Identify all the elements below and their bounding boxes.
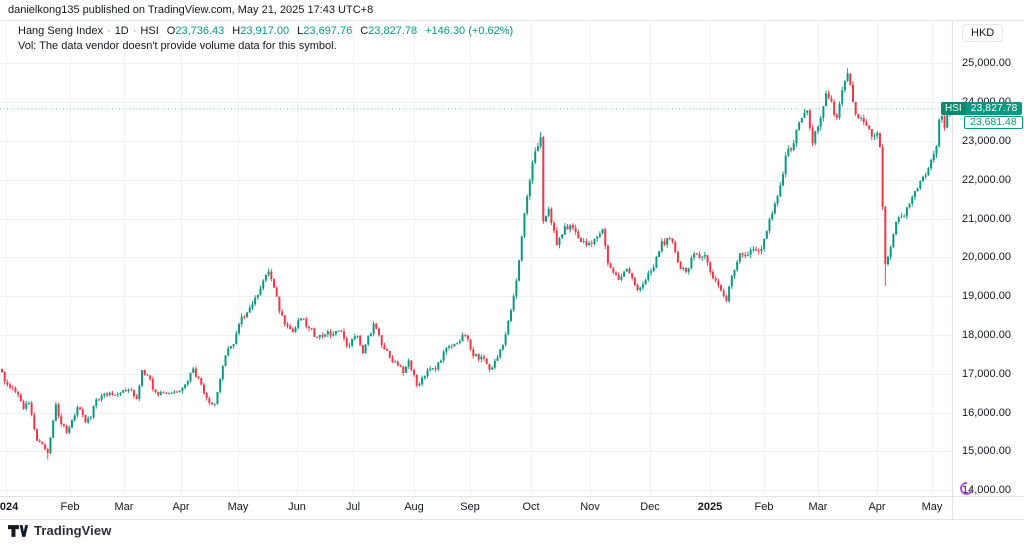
legend-ohlc-row: Hang Seng Index · 1D · HSI O23,736.43 H23,917.…: [18, 24, 513, 39]
price-tick-label: 19,000.00: [962, 290, 1011, 303]
chart-legend: Hang Seng Index · 1D · HSI O23,736.43 H23,917.…: [18, 24, 513, 54]
time-tick-label: 2024: [0, 501, 19, 513]
time-tick-label: Jun: [288, 501, 306, 513]
price-scale-divider: [952, 20, 953, 519]
last-price-badge: HSI 23,827.78: [941, 102, 1023, 115]
chart-plot-area[interactable]: [0, 20, 952, 496]
ticker-label[interactable]: HSI: [140, 25, 159, 37]
open-label: O: [166, 25, 176, 37]
high-label: H: [232, 25, 241, 37]
time-tick-label: May: [227, 501, 249, 513]
close-label: C: [360, 25, 369, 37]
time-tick-label: Feb: [60, 501, 80, 513]
time-axis-divider: [0, 496, 1024, 497]
time-tick-label: Apr: [172, 501, 190, 513]
time-tick-label: Oct: [522, 501, 540, 513]
separator-dot: ·: [132, 25, 137, 37]
change-value: +146.30 (+0.62%): [425, 25, 514, 37]
price-tick-label: 21,000.00: [962, 212, 1011, 225]
time-tick-label: Sep: [460, 501, 480, 513]
low-label: L: [297, 25, 304, 37]
high-value: 23,917.00: [240, 25, 290, 37]
price-tick-label: 22,000.00: [962, 173, 1011, 186]
grid-lines: [0, 20, 952, 496]
price-tick-label: 20,000.00: [962, 251, 1011, 264]
volume-note: Vol: The data vendor doesn't provide vol…: [18, 40, 337, 52]
time-tick-label: Dec: [640, 501, 660, 513]
price-tick-label: 14,000.00: [962, 484, 1011, 497]
time-tick-label: Mar: [808, 501, 828, 513]
time-tick-label: 2025: [697, 501, 723, 513]
time-tick-label: Nov: [580, 501, 600, 513]
close-value: 23,827.78: [368, 25, 418, 37]
currency-button[interactable]: HKD: [962, 24, 1004, 42]
time-scale[interactable]: 2024 Feb Mar Apr May Jun Jul Aug Sep Oct Nov Dec 202…: [0, 496, 952, 519]
low-value: 23,697.76: [303, 25, 353, 37]
time-tick-label: Apr: [868, 501, 886, 513]
candlestick-series: [1, 68, 951, 460]
top-divider: [0, 20, 1024, 21]
price-tick-label: 15,000.00: [962, 445, 1011, 458]
time-tick-label: Feb: [754, 501, 774, 513]
badge-ticker: HSI: [941, 102, 966, 115]
time-tick-label: Jul: [345, 501, 361, 513]
price-tick-label: 23,000.00: [962, 134, 1011, 147]
tradingview-brand-text: TradingView: [34, 523, 112, 538]
symbol-title[interactable]: Hang Seng Index: [18, 25, 104, 37]
open-value: 23,736.43: [175, 25, 225, 37]
separator-dot: ·: [107, 25, 111, 37]
prev-close-badge: 23,681.48: [964, 116, 1023, 129]
time-tick-label: May: [921, 501, 943, 513]
price-scale[interactable]: HKD 25,000.0024,000.0023,000.0022,000.00…: [952, 20, 1024, 519]
price-tick-label: 25,000.00: [962, 57, 1011, 70]
tradingview-link[interactable]: TradingView: [8, 523, 111, 538]
time-tick-label: Aug: [404, 501, 424, 513]
bottom-divider: [0, 519, 1024, 520]
time-tick-label: Mar: [114, 501, 134, 513]
price-tick-label: 18,000.00: [962, 329, 1011, 341]
attribution-text: danielkong135 published on TradingView.c…: [8, 4, 374, 16]
tradingview-logo-icon: [8, 524, 28, 537]
price-tick-label: 16,000.00: [962, 406, 1011, 419]
interval-label[interactable]: 1D: [114, 25, 129, 37]
candlestick-chart: [0, 20, 952, 496]
price-tick-label: 17,000.00: [962, 367, 1011, 380]
badge-last-price: 23,827.78: [965, 102, 1023, 115]
